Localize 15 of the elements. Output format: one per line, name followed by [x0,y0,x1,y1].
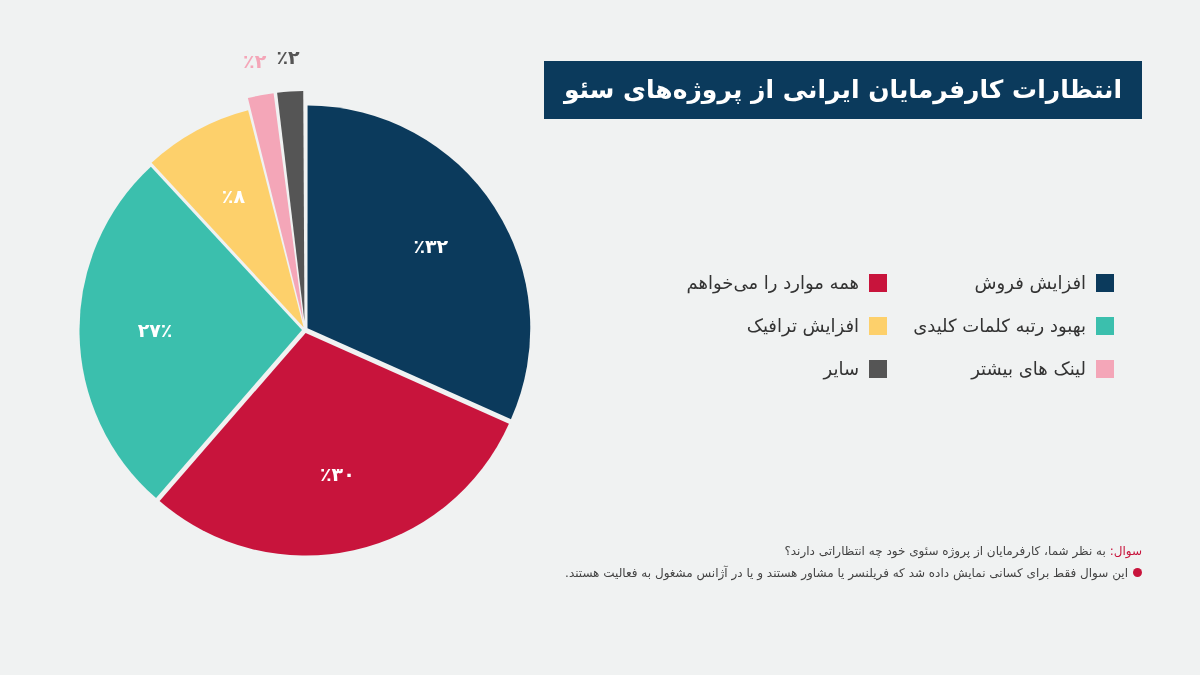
data-label: ٪۲ [243,50,267,73]
legend-label: بهبود رتبه کلمات کلیدی [913,315,1086,336]
data-label: ٪۸ [221,185,246,208]
legend-label: افزایش فروش [974,272,1086,293]
data-label: ٪۳۲ [413,235,449,258]
data-label: ۲۷٪ [137,319,173,342]
text: انتظارات کارفرمایان ایرانی از پروژه‌های سئو [544,61,1142,119]
text: سوال: به نظر شما، کارفرمایان از پروژه سئوی خود چه انتظاراتی دارند؟ [783,543,1142,561]
legend-label: همه موارد را می‌خواهم [686,272,860,293]
text: این سوال فقط برای کسانی نمایش داده شد که فریلنسر یا مشاور هستند و یا در آژانس مشغول به فعالیت هستند. [565,564,1129,583]
data-label: ٪۳۰ [319,463,355,486]
data-label: ٪۲ [276,45,301,68]
legend-label: سایر [823,358,860,379]
legend-label: لینک های بیشتر [971,358,1086,379]
legend-label: افزایش ترافیک [746,315,860,336]
